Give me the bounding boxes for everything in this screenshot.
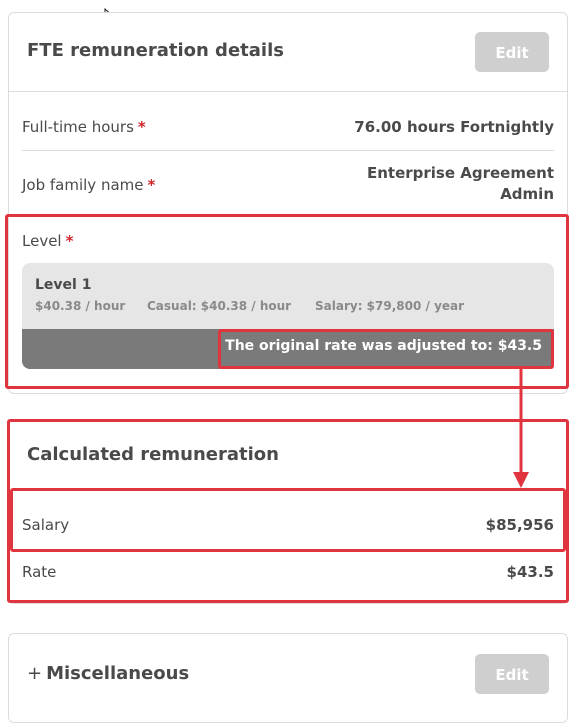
divider [22,150,554,151]
card-title: Calculated remuneration [27,444,279,465]
calculated-remuneration-card: Calculated remuneration Salary $85,956 R… [8,419,568,604]
level-highlight [5,214,569,389]
full-time-hours-label: Full-time hours * [22,118,146,136]
plus-icon[interactable]: + [27,663,43,684]
miscellaneous-title: Miscellaneous [46,663,190,684]
level-salary: Salary: $79,800 / year [315,299,465,313]
salary-value: $85,956 [485,516,554,534]
level-casual-rate: Casual: $40.38 / hour [147,299,292,313]
required-marker: * [65,232,74,250]
level-label: Level * [22,232,74,250]
required-marker: * [147,176,156,194]
edit-button[interactable]: Edit [475,32,549,72]
salary-highlight [10,488,566,552]
rate-adjusted-text: The original rate was adjusted to: $43.5 [225,338,542,354]
rate-label: Rate [22,563,57,581]
miscellaneous-card: + Miscellaneous Edit [8,633,568,723]
miscellaneous-header[interactable]: + Miscellaneous [27,663,189,684]
rate-adjusted-banner: The original rate was adjusted to: $43.5 [22,329,554,369]
level-name: Level 1 [35,277,92,293]
level-option[interactable]: Level 1 $40.38 / hour Casual: $40.38 / h… [22,263,554,369]
divider [9,91,567,92]
card-title: FTE remuneration details [27,40,284,61]
job-family-label: Job family name * [22,176,156,194]
salary-label: Salary [22,516,70,534]
rate-value: $43.5 [506,563,554,581]
level-hourly-rate: $40.38 / hour [35,299,126,313]
calculated-remuneration-highlight [7,419,569,603]
edit-button[interactable]: Edit [475,654,549,694]
job-family-value: Enterprise Agreement Admin [367,163,554,205]
full-time-hours-value: 76.00 hours Fortnightly [354,118,554,136]
required-marker: * [137,118,146,136]
job-family-value-line1: Enterprise Agreement [366,164,554,182]
job-family-value-line2: Admin [500,185,554,203]
adjusted-rate-highlight [218,329,554,369]
